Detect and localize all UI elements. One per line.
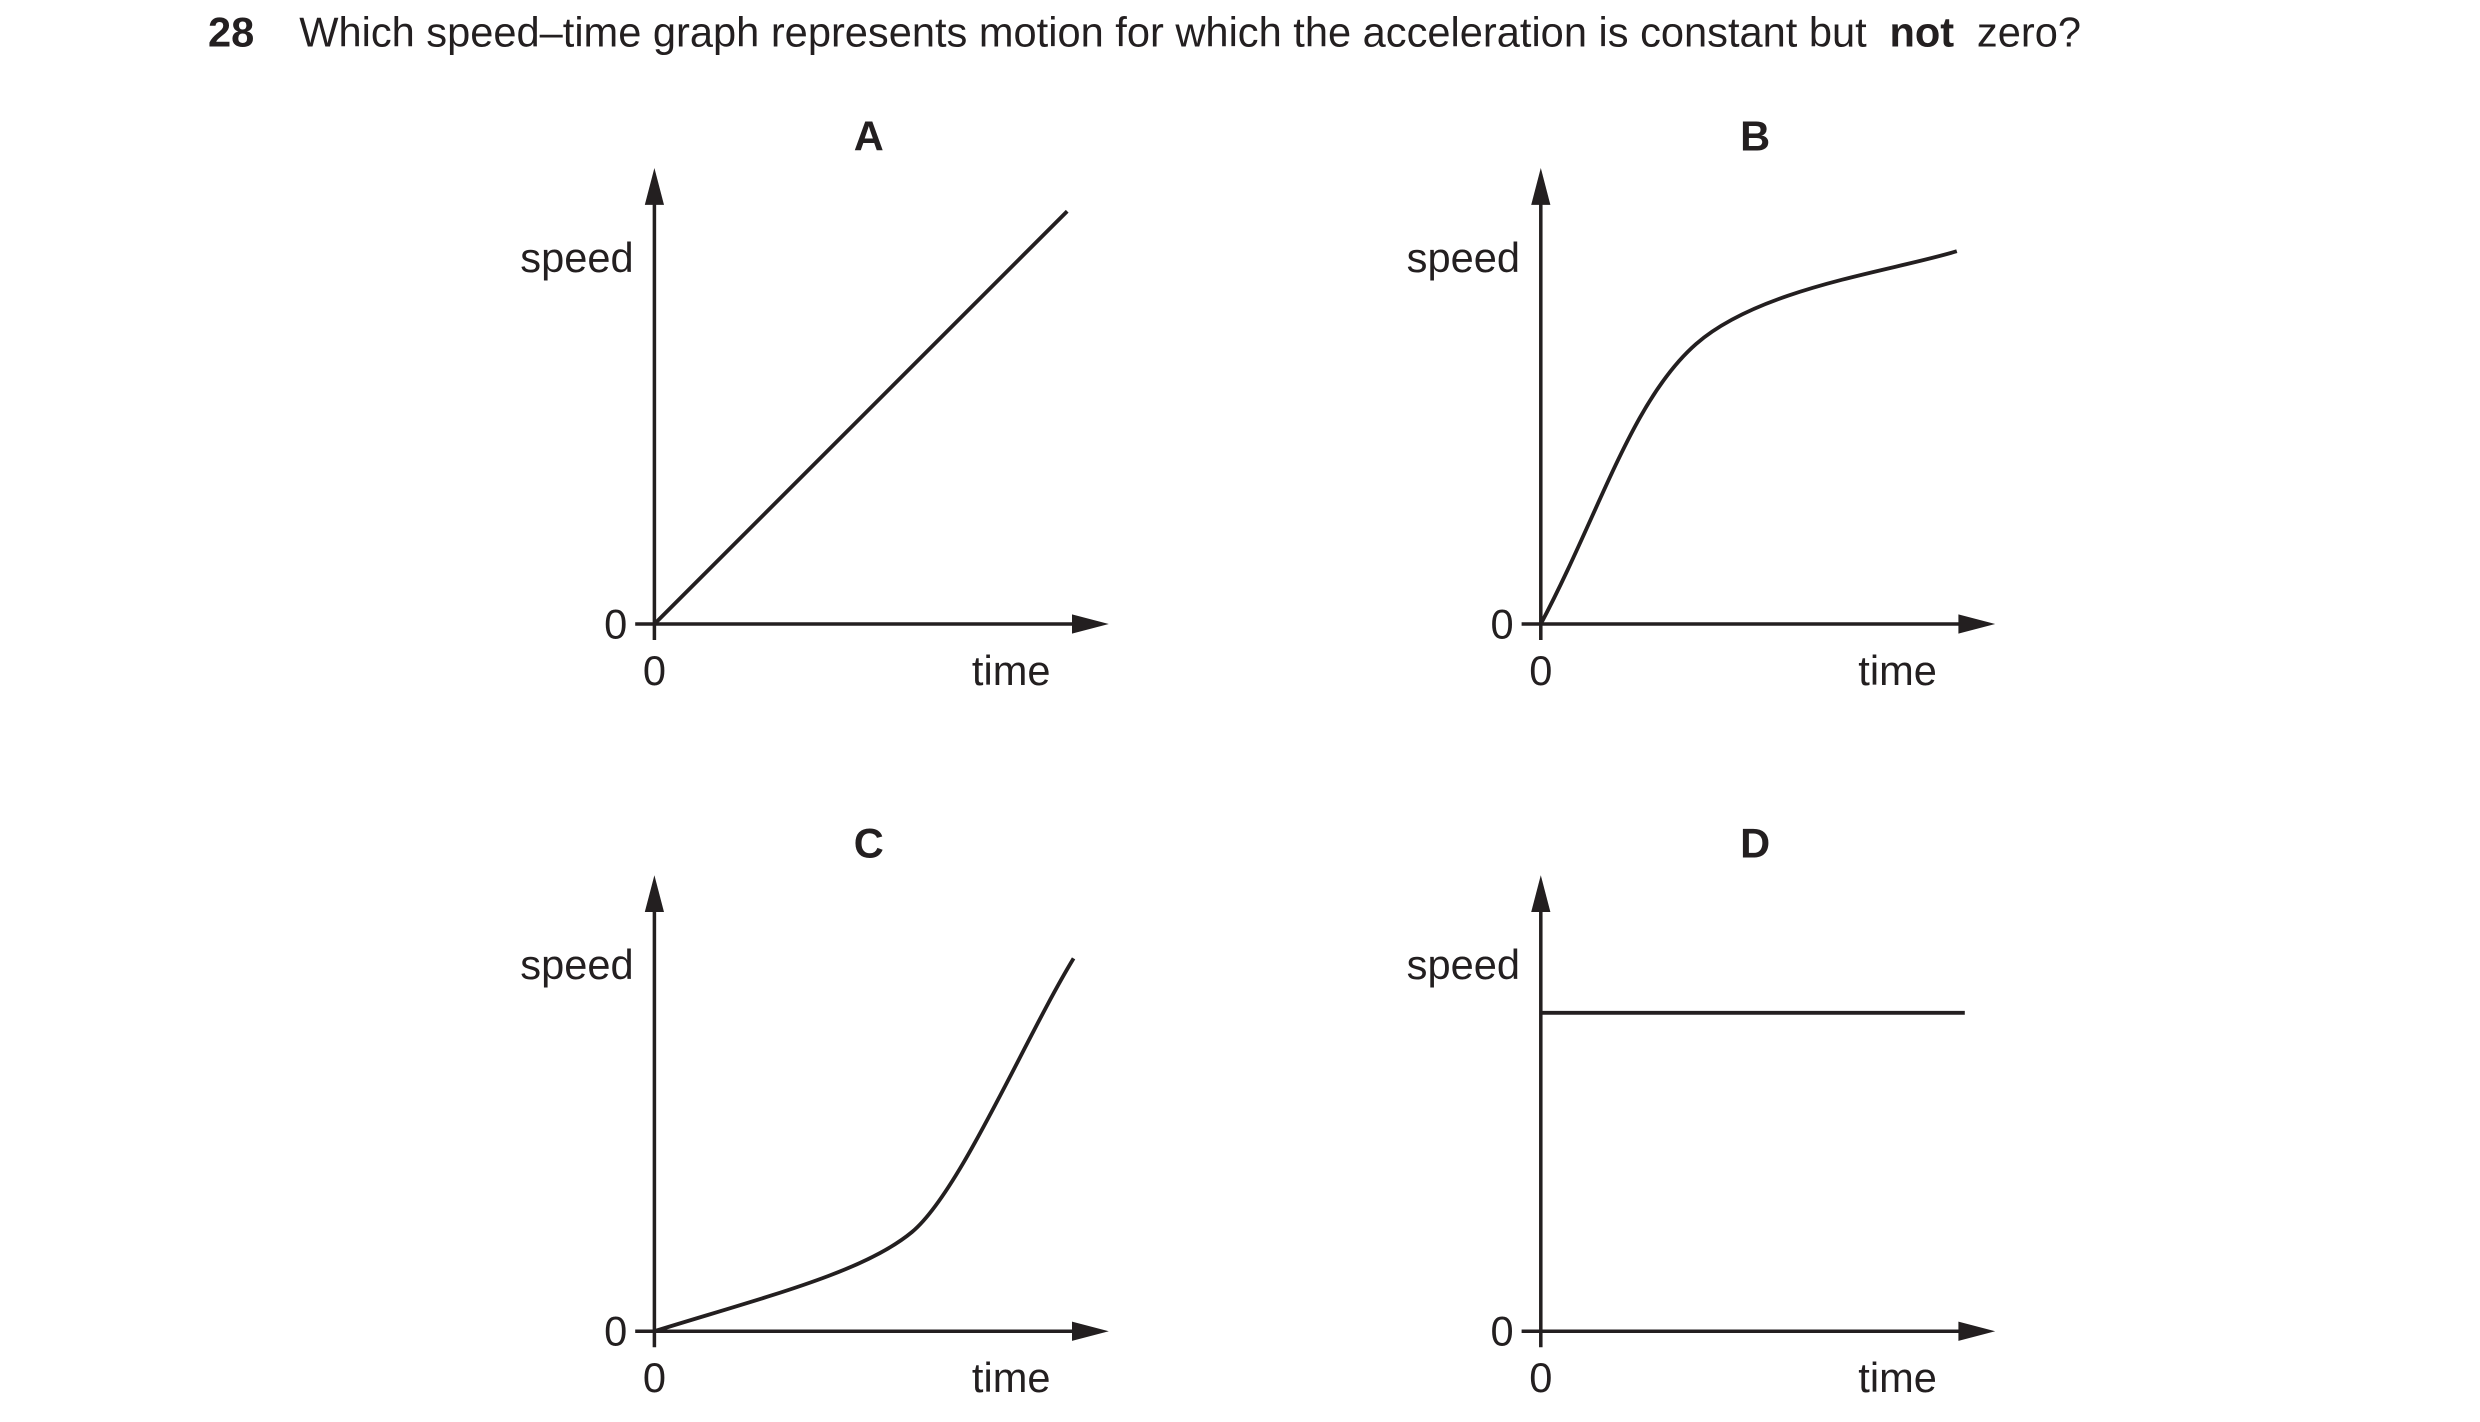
graph-curve	[1539, 249, 1958, 625]
y-origin-label: 0	[1490, 600, 1513, 647]
option-label: B	[1740, 112, 1770, 159]
x-origin-label: 0	[1529, 1354, 1552, 1401]
y-axis-label: speed	[1407, 941, 1520, 988]
question-emphasis: not	[1889, 8, 1954, 55]
y-axis-label: speed	[1407, 234, 1520, 281]
graph-curve	[653, 209, 1069, 626]
question-number: 28	[208, 8, 254, 55]
x-arrow	[1958, 1321, 1996, 1341]
y-axis-label: speed	[520, 234, 633, 281]
x-origin-label: 0	[1529, 647, 1552, 694]
x-axis-label: time	[972, 647, 1051, 694]
y-arrow	[644, 168, 664, 205]
y-arrow	[1531, 875, 1551, 913]
y-origin-label: 0	[1490, 1308, 1513, 1355]
question-text: Which speed–time graph represents motion…	[299, 8, 1867, 55]
y-origin-label: 0	[604, 600, 627, 647]
x-arrow	[1958, 614, 1996, 634]
x-arrow	[1072, 1321, 1109, 1341]
y-origin-label: 0	[604, 1308, 627, 1355]
y-axis-label: speed	[520, 941, 633, 988]
option-label: A	[854, 112, 884, 159]
graph-curve	[653, 957, 1076, 1334]
x-arrow	[1072, 614, 1109, 634]
x-origin-label: 0	[643, 647, 666, 694]
x-origin-label: 0	[643, 1354, 666, 1401]
y-arrow	[1531, 168, 1551, 205]
option-label: C	[854, 820, 884, 867]
x-axis-label: time	[1858, 647, 1937, 694]
option-label: D	[1740, 820, 1770, 867]
x-axis-label: time	[1858, 1354, 1937, 1401]
x-axis-label: time	[972, 1354, 1051, 1401]
question-text-end: zero?	[1977, 8, 2081, 55]
question-line: 28 Which speed–time graph represents mot…	[208, 8, 2081, 55]
y-arrow	[644, 875, 664, 913]
